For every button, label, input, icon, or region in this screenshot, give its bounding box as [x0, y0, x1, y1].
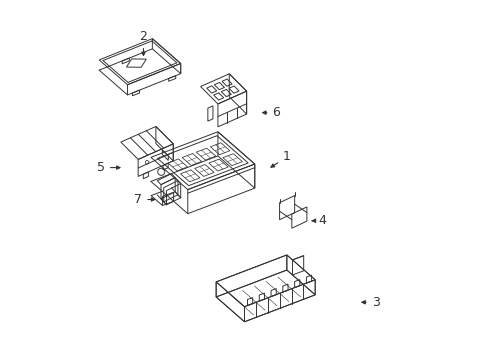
Text: 1: 1: [270, 150, 290, 167]
Text: 5: 5: [97, 161, 120, 174]
Text: 4: 4: [312, 214, 326, 227]
Text: 7: 7: [134, 193, 154, 206]
Text: 2: 2: [139, 30, 147, 55]
Text: 6: 6: [262, 106, 280, 119]
Text: 3: 3: [361, 296, 379, 309]
